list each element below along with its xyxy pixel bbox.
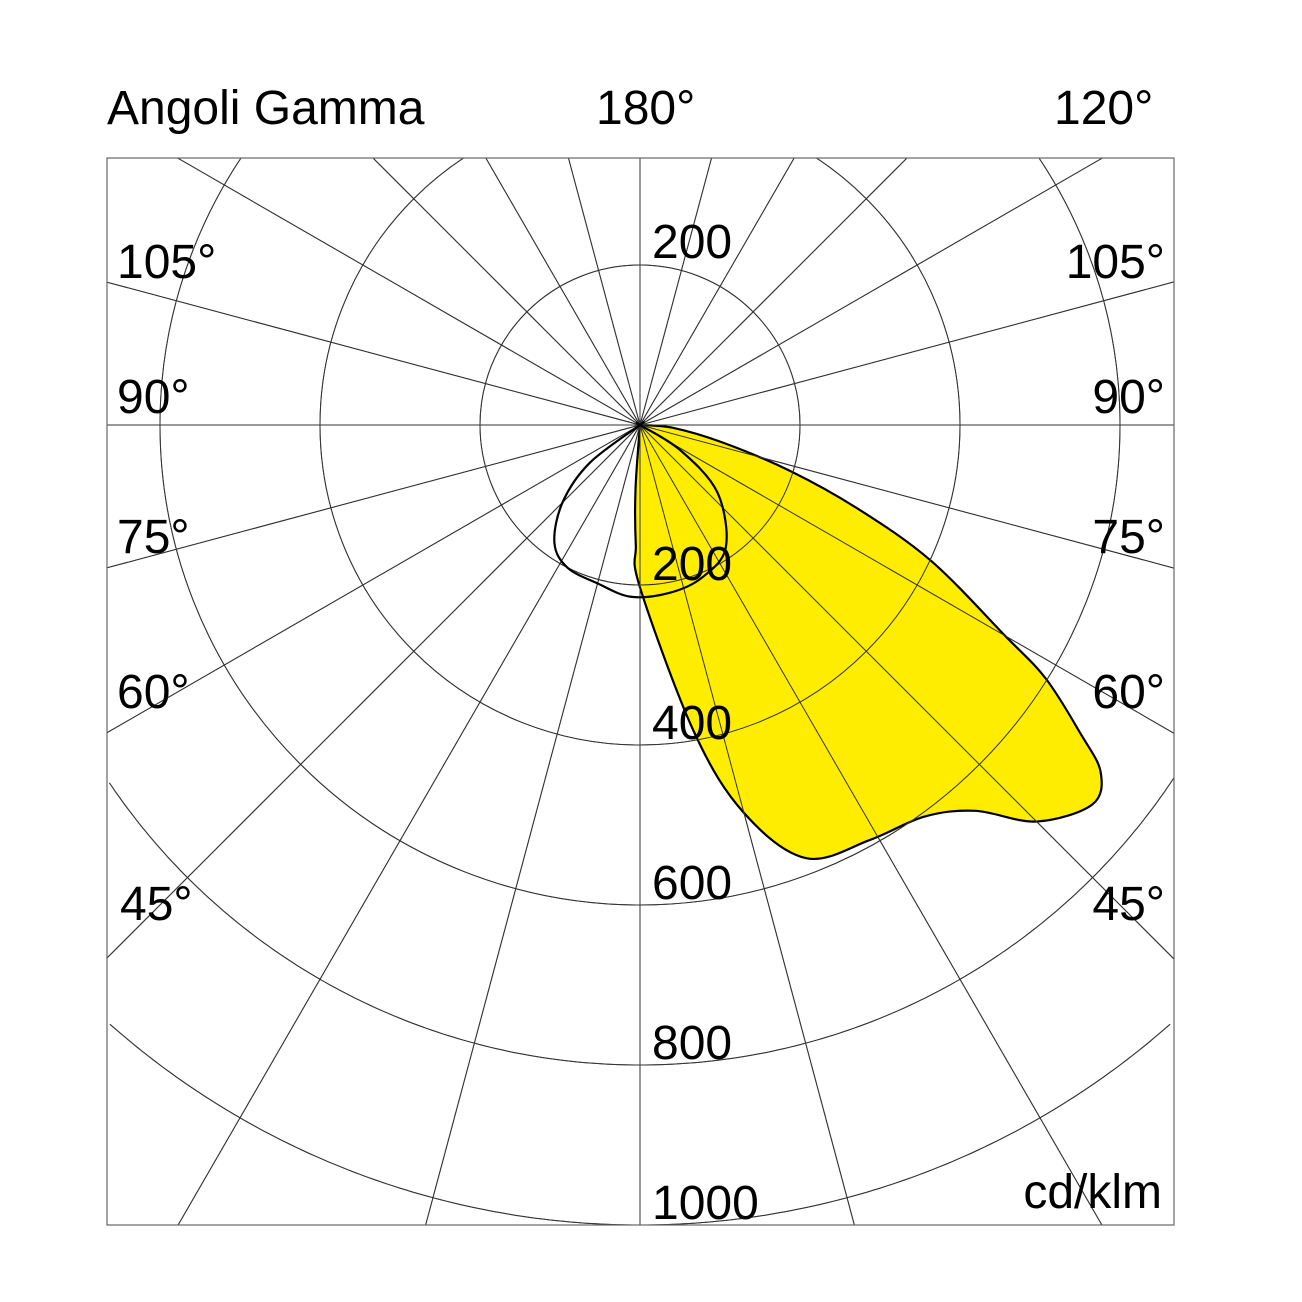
- grid-ring: [640, 1023, 1171, 1225]
- grid-spoke: [372, 158, 1174, 960]
- angle-label-right: 45°: [1092, 878, 1165, 931]
- radial-tick-label: 200: [652, 538, 732, 591]
- radial-tick-label: 200: [652, 216, 732, 269]
- angle-label-right: 90°: [1092, 371, 1165, 424]
- grid-spoke: [107, 158, 1103, 734]
- angle-label-top-center: 180°: [596, 82, 695, 135]
- angle-label-left: 45°: [120, 878, 193, 931]
- grid-ring: [479, 264, 801, 586]
- grid-ring: [109, 1023, 640, 1225]
- intensity-curves: [107, 158, 1174, 1225]
- intensity-curve-0: [633, 423, 1103, 861]
- unit-label: cd/klm: [1023, 1166, 1162, 1219]
- angle-label-left: 105°: [117, 236, 216, 289]
- angle-label-left: 75°: [117, 511, 190, 564]
- grid-ring: [159, 158, 1121, 906]
- intensity-curve-1: [553, 421, 728, 599]
- grid-spoke: [567, 158, 855, 1225]
- radial-tick-label: 600: [652, 857, 732, 910]
- angle-label-right: 75°: [1092, 511, 1165, 564]
- grid-ring: [640, 777, 1174, 1066]
- grid-spoke: [177, 158, 795, 1225]
- angle-label-right: 105°: [1066, 236, 1165, 289]
- grid-spoke: [107, 158, 908, 959]
- radial-tick-label: 400: [652, 697, 732, 750]
- angle-label-top-right: 120°: [1054, 82, 1153, 135]
- angle-label-left: 60°: [117, 666, 190, 719]
- radial-tick-label: 800: [652, 1017, 732, 1070]
- grid-ring: [109, 1023, 640, 1225]
- grid-spoke: [425, 158, 713, 1225]
- grid-overlay: [107, 158, 1174, 1225]
- radial-tick-label: 1000: [652, 1177, 759, 1230]
- grid-spoke: [485, 158, 1103, 1225]
- angle-label-left: 90°: [117, 371, 190, 424]
- angle-label-right: 60°: [1092, 666, 1165, 719]
- grid-ring: [319, 158, 961, 746]
- plot-frame: [106, 157, 1175, 1226]
- chart-title: Angoli Gamma: [107, 82, 425, 135]
- grid-ring: [108, 782, 640, 1066]
